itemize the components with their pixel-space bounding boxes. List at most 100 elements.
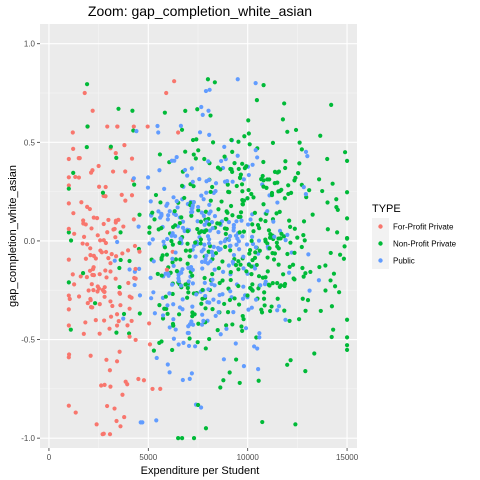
data-point [127,306,132,311]
data-point [252,210,258,215]
data-point [166,213,171,218]
data-point [185,241,190,246]
data-point [228,203,234,209]
data-point [169,158,174,163]
data-point [130,108,135,113]
data-point [102,285,107,290]
data-point [79,200,84,205]
data-point [203,426,209,431]
data-point [222,144,227,149]
data-point [342,244,347,249]
data-point [206,159,211,164]
data-point [218,167,223,172]
data-point [102,318,107,323]
data-point [159,257,164,262]
data-point [234,183,239,189]
data-point [148,275,153,280]
data-point [171,323,176,328]
data-point [344,158,350,163]
data-point [211,244,216,250]
data-point [96,184,102,189]
data-point [275,244,280,249]
data-point [301,233,306,238]
data-point [239,218,244,223]
data-point [102,294,107,299]
data-point [228,248,233,253]
data-point [126,331,132,336]
data-point [285,362,290,367]
data-point [253,250,258,255]
data-point [207,87,212,92]
data-point [240,328,245,333]
data-point [146,175,151,180]
data-point [281,272,286,277]
data-point [224,323,229,328]
data-point [189,371,194,376]
data-point [66,323,71,328]
data-point [195,107,200,112]
data-point [225,179,230,184]
data-point [239,182,245,187]
data-point [71,211,76,216]
data-point [190,137,196,143]
data-point [199,259,205,264]
data-point [190,179,195,184]
data-point [250,257,255,263]
data-point [72,282,77,287]
data-point [129,156,135,161]
data-point [186,279,191,284]
data-point [208,113,213,118]
data-point [203,306,208,311]
data-point [66,175,71,180]
data-point [170,256,175,261]
data-point [171,336,176,341]
data-point [305,298,311,303]
data-point [83,256,88,261]
data-point [171,263,176,268]
data-point [105,124,110,129]
data-point [90,267,96,272]
data-point [216,266,221,271]
data-point [199,104,204,110]
data-point [157,152,163,157]
data-point [171,302,176,307]
data-point [201,197,206,202]
data-point [178,236,183,241]
legend-label: For-Profit Private [393,223,454,232]
data-point [240,296,246,301]
data-point [210,277,215,282]
data-point [185,173,190,178]
data-point [80,241,85,246]
data-point [233,263,239,268]
data-point [212,213,218,219]
data-point [193,254,198,259]
data-point [189,166,194,171]
data-point [66,280,71,285]
data-point [260,275,265,280]
data-point [108,384,113,389]
data-point [242,165,248,171]
data-point [113,254,119,259]
data-point [198,237,203,242]
data-point [167,370,172,375]
data-point [88,253,93,258]
data-point [99,383,104,388]
data-point [151,348,156,353]
data-point [66,230,71,235]
data-point [338,252,343,257]
data-point [167,209,172,214]
data-point [186,330,191,336]
data-point [301,185,306,190]
data-point [85,300,90,306]
data-point [263,239,268,244]
data-point [305,154,310,159]
data-point [247,251,252,256]
data-point [90,108,95,113]
data-point [186,324,191,329]
data-point [202,275,207,281]
data-point [202,156,207,162]
data-point [102,289,107,294]
data-point [119,192,124,197]
data-point [310,212,315,217]
data-point [232,161,237,166]
